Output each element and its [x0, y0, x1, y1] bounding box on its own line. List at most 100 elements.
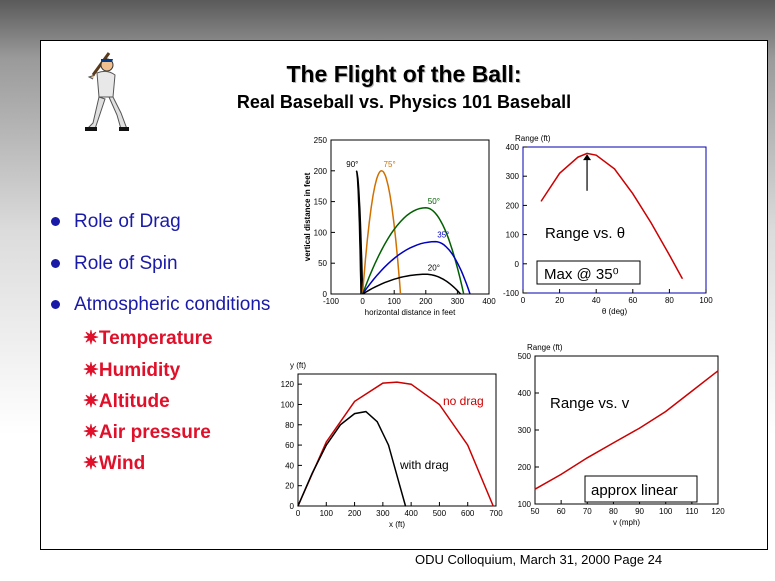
y-tick-label: 500 [518, 352, 532, 361]
data-point [691, 390, 693, 392]
y-tick-label: 0 [323, 290, 328, 299]
sub-item-air-pressure: ✷Air pressure [83, 422, 211, 443]
series-label: with drag [399, 458, 449, 472]
x-tick-label: 700 [489, 509, 503, 518]
x-axis-label: v (mph) [613, 518, 640, 527]
x-tick-label: 90 [635, 507, 644, 516]
baseball-batter-icon [85, 52, 129, 131]
x-tick-label: 400 [404, 509, 418, 518]
sub-item-humidity: ✷Humidity [83, 360, 181, 381]
x-tick-label: 80 [609, 507, 618, 516]
x-axis-label: x (ft) [389, 520, 405, 529]
x-axis-label: θ (deg) [602, 307, 628, 316]
slide-subtitle: Real Baseball vs. Physics 101 Baseball [236, 92, 572, 112]
y-tick-label: 20 [285, 482, 294, 491]
data-point [297, 505, 299, 507]
x-tick-label: 200 [348, 509, 362, 518]
chart-label: Range vs. θ [545, 225, 625, 242]
range-theta-line [540, 152, 683, 279]
data-point [560, 473, 562, 475]
data-point [717, 370, 719, 372]
trajectory-line [361, 170, 402, 295]
data-point [410, 383, 412, 385]
data-point [325, 444, 327, 446]
chart-title: y (ft) [290, 361, 306, 370]
bullet-spin: Role of Spin [51, 253, 178, 275]
chart-frame [297, 373, 497, 507]
y-tick-label: -100 [503, 289, 520, 298]
x-tick-label: 120 [711, 507, 725, 516]
y-tick-label: 40 [285, 461, 294, 470]
data-point [586, 152, 588, 155]
chart-frame [330, 139, 490, 295]
series-label: no drag [443, 394, 484, 408]
series-label: 75° [384, 160, 396, 169]
data-point [595, 154, 597, 156]
data-point [438, 403, 441, 406]
chart-2: 0 100 200 300 400 500 600 700 0 20 40 60 80 100 120 x (… [281, 361, 504, 529]
bullet-drag: Role of Drag [51, 211, 181, 233]
data-point [404, 505, 407, 507]
y-tick-label: 100 [506, 231, 520, 240]
data-point [632, 193, 634, 195]
x-tick-label: 60 [628, 296, 637, 305]
data-point [612, 442, 615, 444]
x-tick-label: 110 [685, 507, 698, 516]
y-tick-label: 0 [290, 502, 295, 511]
data-point [376, 421, 378, 423]
x-tick-label: 100 [699, 296, 713, 305]
series-label: 90° [346, 160, 358, 169]
note-box [536, 260, 641, 285]
series-label: 50° [428, 197, 440, 206]
x-tick-label: 300 [376, 509, 390, 518]
slide: The Flight of the Ball: Real Baseball vs… [40, 40, 768, 550]
y-tick-label: 80 [285, 421, 294, 430]
y-tick-label: 120 [281, 380, 295, 389]
chart-title: Range (ft) [527, 343, 563, 352]
sub-item-temperature: ✷Temperature [83, 328, 213, 349]
x-tick-label: 80 [665, 296, 674, 305]
data-point [339, 424, 342, 426]
data-point [399, 485, 401, 487]
y-tick-label: 400 [506, 143, 520, 152]
y-tick-label: 60 [285, 441, 294, 450]
series-label: 20° [428, 263, 440, 272]
x-tick-label: 0 [296, 509, 301, 518]
trajectory-line [362, 273, 462, 295]
y-tick-label: 400 [518, 389, 532, 398]
data-point [396, 381, 398, 383]
data-point [613, 168, 616, 170]
x-tick-label: 40 [592, 296, 601, 305]
y-tick-label: 300 [506, 172, 520, 181]
sub-item-wind: ✷Wind [83, 453, 146, 474]
chart-frame [522, 146, 707, 294]
x-tick-label: 100 [659, 507, 673, 516]
data-point [559, 172, 561, 174]
x-tick-label: 0 [521, 296, 526, 305]
data-point [387, 444, 390, 446]
series-label: 35° [437, 231, 449, 240]
y-tick-label: 300 [518, 426, 532, 435]
y-tick-label: 100 [281, 400, 295, 409]
x-tick-label: 0 [360, 297, 365, 306]
x-tick-label: 400 [482, 297, 496, 306]
trajectory-line [361, 240, 471, 295]
x-tick-label: -100 [323, 297, 340, 306]
y-tick-label: 200 [506, 201, 520, 210]
x-tick-label: 60 [557, 507, 566, 516]
data-point [577, 156, 579, 158]
x-tick-label: 300 [451, 297, 465, 306]
x-tick-label: 20 [555, 296, 564, 305]
x-tick-label: 500 [433, 509, 447, 518]
footer: ODU Colloquium, March 31, 2000 Page 24 [415, 552, 663, 567]
data-point [311, 472, 313, 475]
x-axis-label: horizontal distance in feet [365, 308, 457, 317]
x-tick-label: 70 [583, 507, 592, 516]
data-point [492, 505, 494, 507]
arrow-head [583, 154, 592, 161]
y-tick-label: 100 [518, 500, 532, 509]
slide-title: The Flight of the Ball: [286, 61, 522, 87]
y-tick-label: 250 [314, 136, 328, 145]
data-point [540, 200, 542, 202]
